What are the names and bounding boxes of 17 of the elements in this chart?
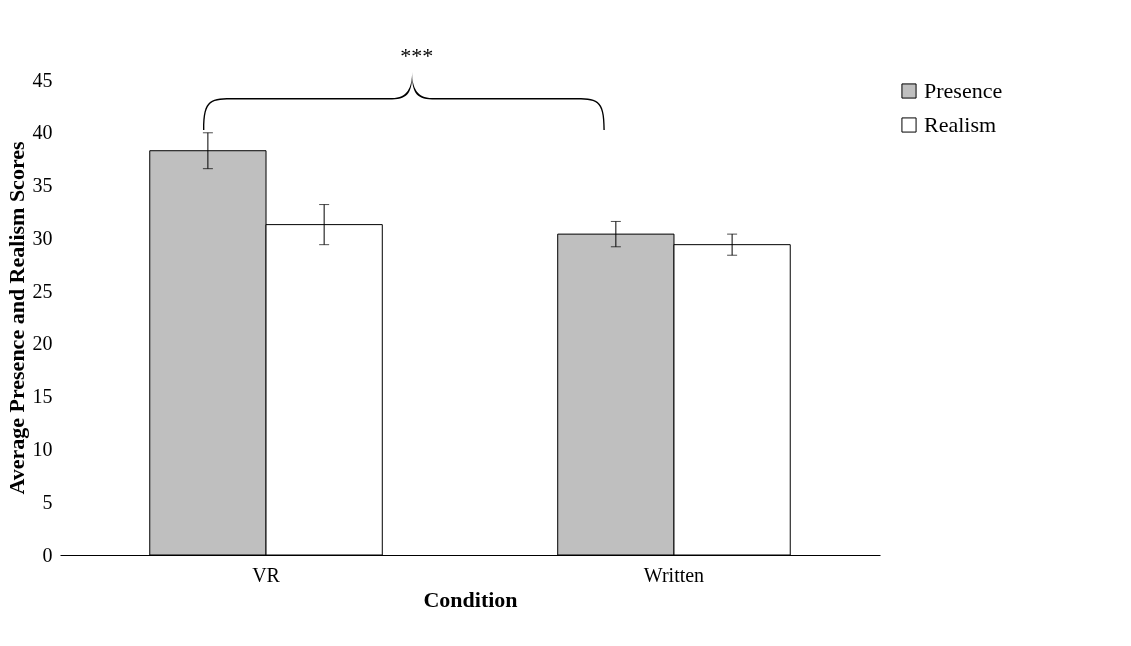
y-axis-title: Average Presence and Realism Scores — [3, 140, 29, 495]
y-tick-label: 0 — [42, 543, 53, 566]
y-tick-label: 5 — [42, 490, 53, 513]
x-tick-label: Written — [643, 563, 705, 586]
y-tick-label: 40 — [32, 121, 53, 144]
y-tick-label: 35 — [32, 174, 53, 197]
legend-label: Realism — [924, 112, 997, 137]
y-tick-label: 45 — [32, 68, 53, 91]
legend-label: Presence — [924, 78, 1003, 103]
y-tick-label: 20 — [32, 332, 53, 355]
y-tick-label: 25 — [32, 279, 53, 302]
y-tick-label: 15 — [32, 385, 53, 408]
x-axis-title: Condition — [423, 586, 518, 612]
text: *** — [400, 43, 434, 68]
x-tick-label: VR — [252, 563, 281, 586]
y-tick-label: 30 — [32, 226, 53, 249]
y-tick-label: 10 — [32, 437, 53, 460]
